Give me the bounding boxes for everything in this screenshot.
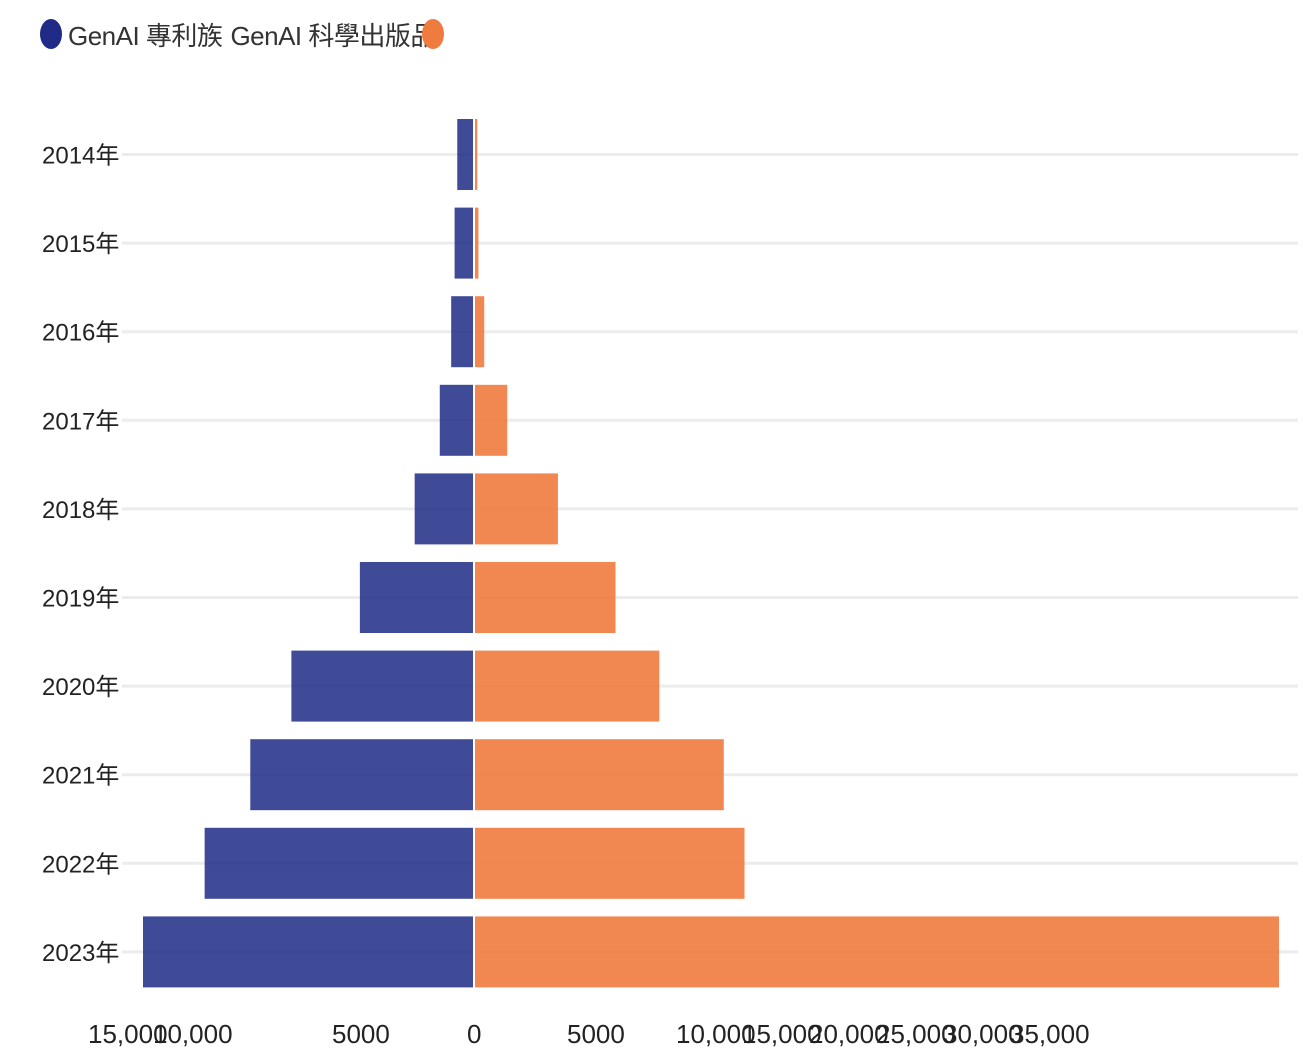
bar-publications[interactable] bbox=[475, 296, 484, 367]
x-tick-label-left: 0 bbox=[467, 1019, 481, 1049]
x-tick-label-left: 5000 bbox=[332, 1019, 390, 1049]
category-label: 2015年 bbox=[42, 231, 119, 258]
bar-patents[interactable] bbox=[360, 562, 474, 633]
category-label: 2023年 bbox=[42, 940, 119, 967]
bar-patents[interactable] bbox=[205, 828, 474, 899]
x-tick-label-right: 35,000 bbox=[1010, 1019, 1090, 1049]
bar-patents[interactable] bbox=[455, 208, 474, 279]
category-label: 2018年 bbox=[42, 497, 119, 524]
bar-publications[interactable] bbox=[475, 385, 507, 456]
bar-publications[interactable] bbox=[475, 119, 477, 190]
bar-publications[interactable] bbox=[475, 828, 745, 899]
category-label: 2021年 bbox=[42, 763, 119, 790]
bar-patents[interactable] bbox=[143, 916, 474, 987]
category-label: 2019年 bbox=[42, 586, 119, 613]
bar-publications[interactable] bbox=[475, 208, 478, 279]
category-label: 2016年 bbox=[42, 320, 119, 347]
x-tick-label-left: 10,000 bbox=[153, 1019, 233, 1049]
bar-patents[interactable] bbox=[457, 119, 474, 190]
bar-patents[interactable] bbox=[415, 473, 474, 544]
category-label: 2017年 bbox=[42, 408, 119, 435]
bar-patents[interactable] bbox=[451, 296, 474, 367]
bar-patents[interactable] bbox=[440, 385, 474, 456]
bar-publications[interactable] bbox=[475, 651, 659, 722]
bar-publications[interactable] bbox=[475, 739, 724, 810]
x-tick-label-right: 5000 bbox=[567, 1019, 625, 1049]
category-label: 2020年 bbox=[42, 674, 119, 701]
bar-publications[interactable] bbox=[475, 916, 1279, 987]
bar-publications[interactable] bbox=[475, 473, 558, 544]
category-label: 2022年 bbox=[42, 851, 119, 878]
bar-patents[interactable] bbox=[291, 651, 474, 722]
category-label: 2014年 bbox=[42, 143, 119, 170]
bar-patents[interactable] bbox=[250, 739, 474, 810]
bar-publications[interactable] bbox=[475, 562, 616, 633]
